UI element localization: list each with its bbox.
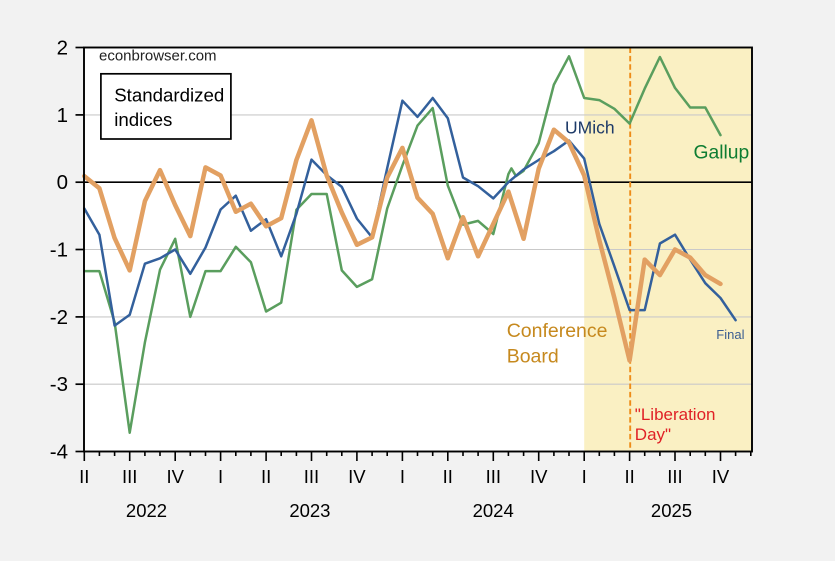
svg-text:2: 2 (57, 37, 68, 60)
svg-text:III: III (486, 466, 501, 487)
svg-text:III: III (667, 466, 682, 487)
svg-text:indices: indices (114, 109, 172, 130)
svg-text:II: II (624, 466, 634, 487)
svg-text:Final: Final (716, 327, 744, 342)
svg-text:UMich: UMich (565, 117, 615, 137)
svg-text:1: 1 (57, 104, 68, 127)
svg-text:-3: -3 (50, 373, 68, 396)
svg-text:Board: Board (507, 346, 559, 368)
svg-text:-2: -2 (50, 306, 68, 329)
svg-text:2024: 2024 (473, 500, 514, 521)
svg-text:III: III (304, 466, 319, 487)
svg-text:Gallup: Gallup (694, 143, 750, 164)
svg-text:Day": Day" (635, 425, 671, 444)
svg-text:I: I (400, 466, 405, 487)
svg-text:I: I (582, 466, 587, 487)
svg-text:2022: 2022 (126, 500, 167, 521)
svg-text:Standardized: Standardized (114, 84, 224, 105)
svg-text:"Liberation: "Liberation (635, 405, 716, 424)
svg-text:I: I (218, 466, 223, 487)
svg-text:-4: -4 (50, 441, 68, 464)
svg-text:IV: IV (348, 466, 366, 487)
svg-text:IV: IV (530, 466, 548, 487)
svg-text:III: III (122, 466, 137, 487)
svg-text:2025: 2025 (651, 500, 692, 521)
svg-text:0: 0 (57, 171, 68, 194)
svg-text:econbrowser.com: econbrowser.com (99, 48, 217, 65)
svg-text:2023: 2023 (289, 500, 330, 521)
svg-text:IV: IV (166, 466, 184, 487)
svg-text:II: II (261, 466, 271, 487)
svg-text:II: II (443, 466, 453, 487)
svg-text:Conference: Conference (507, 320, 608, 342)
svg-text:-1: -1 (50, 239, 68, 262)
svg-text:II: II (79, 466, 89, 487)
svg-text:IV: IV (712, 466, 730, 487)
